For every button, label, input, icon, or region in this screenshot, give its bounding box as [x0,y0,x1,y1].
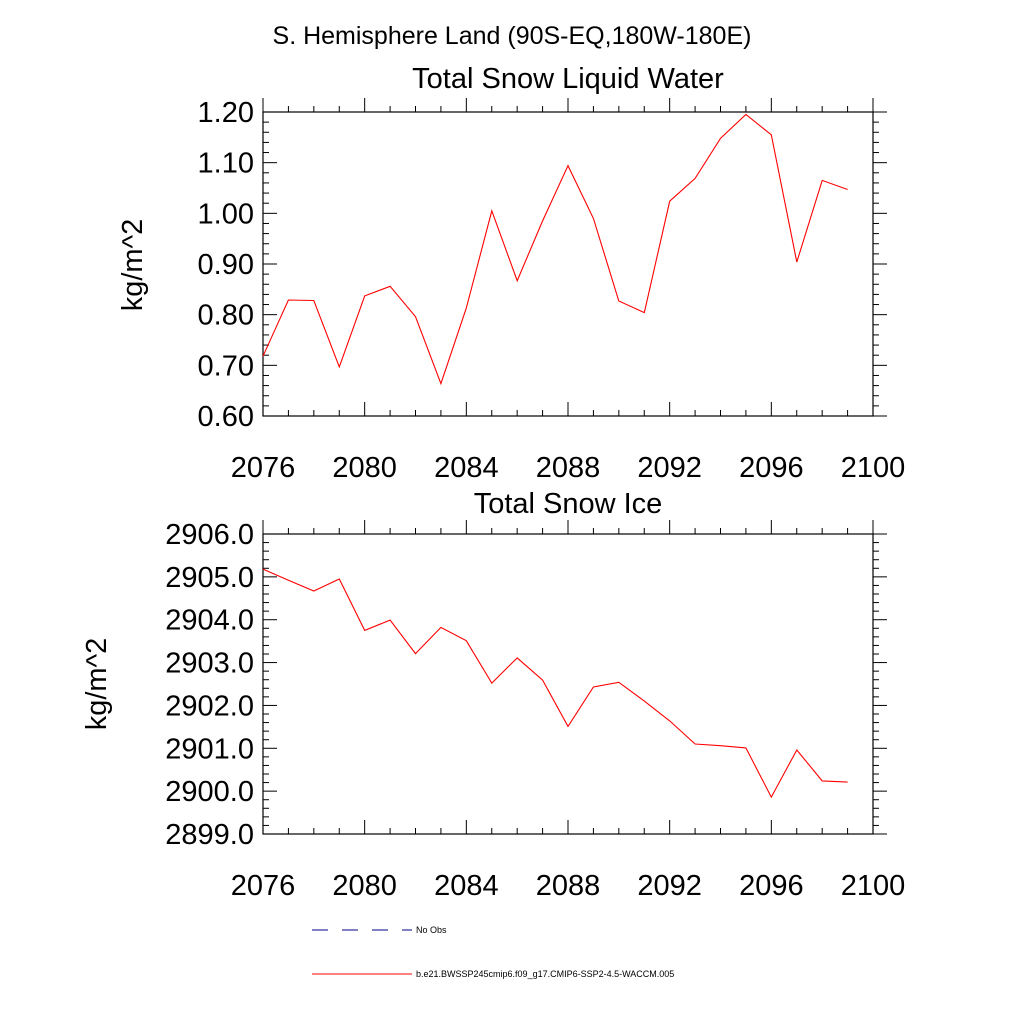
liquid-water-ytick-label: 1.00 [198,198,254,230]
legend: No Obs b.e21.BWSSP245cmip6.f09_g17.CMIP6… [312,925,674,979]
liquid-water-xtick-label: 2100 [841,452,906,484]
snow-ice-series-line [262,568,848,799]
snow-ice-xtick-label: 2088 [536,870,601,902]
snow-ice-title: Total Snow Ice [474,488,663,520]
snow-ice-ytick-label: 2904.0 [165,605,254,637]
liquid-water-ytick-label: 1.10 [198,148,254,180]
snow-ice-panel: Total Snow Ice kg/m^2 2076 2080 2084 2088 20… [81,488,905,902]
snow-ice-ytick-label: 2905.0 [165,562,254,594]
liquid-water-xtick-label: 2084 [434,452,499,484]
liquid-water-xtick-label: 2080 [332,452,397,484]
snow-ice-frame [262,533,874,835]
snow-ice-plot: 2076 2080 2084 2088 2092 2096 2100 2899.0 2900.0… [165,519,905,902]
snow-ice-ytick-label: 2903.0 [165,648,254,680]
snow-ice-xtick-label: 2096 [739,870,804,902]
snow-ice-ytick-label: 2900.0 [165,776,254,808]
liquid-water-panel: Total Snow Liquid Water kg/m^2 2076 2080 2… [117,63,905,484]
liquid-water-xtick-label: 2096 [739,452,804,484]
liquid-water-title: Total Snow Liquid Water [412,63,724,95]
liquid-water-plot: 2076 2080 2084 2088 2092 2096 2100 0.60 0.70 0.80… [198,97,906,484]
liquid-water-xtick-label: 2092 [637,452,702,484]
snow-ice-xtick-label: 2092 [637,870,702,902]
snow-ice-ytick-label: 2902.0 [165,690,254,722]
liquid-water-xtick-label: 2088 [536,452,601,484]
liquid-water-xtick-label: 2076 [231,452,296,484]
legend-no-obs-label: No Obs [416,925,447,935]
snow-ice-xtick-label: 2080 [332,870,397,902]
liquid-water-ytick-label: 0.60 [198,401,254,433]
liquid-water-ylabel: kg/m^2 [117,219,149,312]
liquid-water-frame [262,111,874,417]
page-title: S. Hemisphere Land (90S-EQ,180W-180E) [273,22,752,50]
snow-ice-xtick-label: 2100 [841,870,906,902]
snow-ice-ylabel: kg/m^2 [81,638,113,731]
snow-ice-xtick-label: 2084 [434,870,499,902]
liquid-water-ytick-label: 0.70 [198,350,254,382]
liquid-water-ytick-label: 1.20 [198,97,254,129]
snow-ice-ytick-label: 2899.0 [165,819,254,851]
snow-ice-ytick-label: 2906.0 [165,519,254,551]
liquid-water-ytick-label: 0.90 [198,249,254,281]
legend-model-label: b.e21.BWSSP245cmip6.f09_g17.CMIP6-SSP2-4… [416,969,674,979]
liquid-water-ytick-label: 0.80 [198,300,254,332]
liquid-water-series-line [262,113,848,386]
snow-ice-xtick-label: 2076 [231,870,296,902]
snow-ice-ytick-label: 2901.0 [165,733,254,765]
